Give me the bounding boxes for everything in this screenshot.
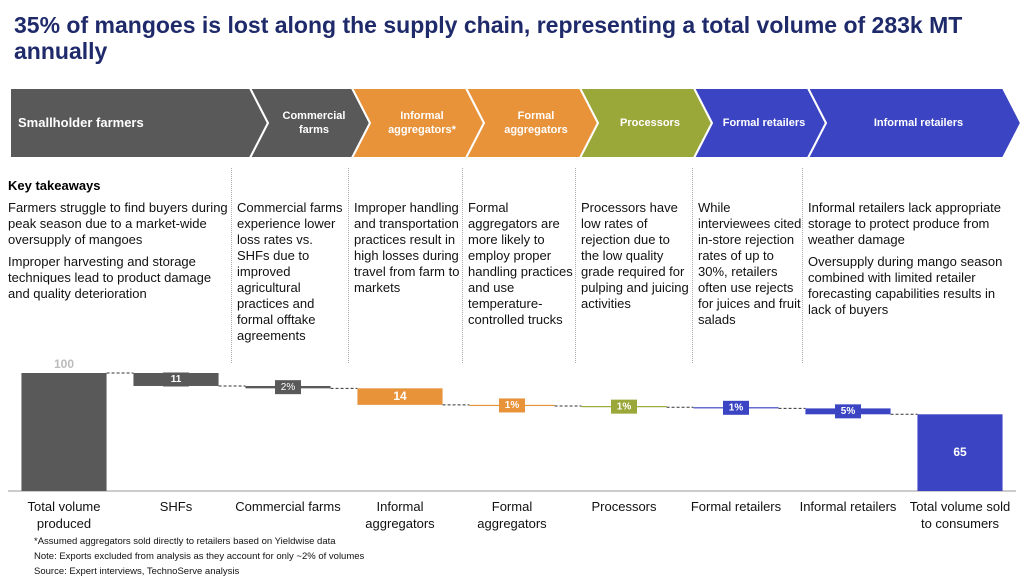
stage-label: Formal aggregators bbox=[504, 110, 568, 136]
value-label: 1% bbox=[617, 401, 632, 412]
separator bbox=[231, 168, 232, 363]
takeaway-column: Informal retailers lack appropriate stor… bbox=[808, 200, 1008, 324]
stage-label: Commercial farms bbox=[282, 110, 346, 136]
separator bbox=[348, 168, 349, 363]
value-label: 1% bbox=[505, 400, 520, 411]
takeaway-column: Commercial farms experience lower loss r… bbox=[237, 200, 347, 350]
stage-label: Informal retailers bbox=[873, 117, 964, 129]
takeaway-column: Improper handling and transportation pra… bbox=[354, 200, 462, 302]
takeaway-text: Oversupply during mango season combined … bbox=[808, 254, 1003, 317]
takeaway-text: Formal aggregators are more likely to em… bbox=[468, 200, 573, 327]
x-tick-label: Formal aggregators bbox=[477, 499, 547, 531]
x-tick-label: Informal aggregators bbox=[365, 499, 435, 531]
value-label: 5% bbox=[841, 406, 856, 417]
label-badge bbox=[723, 400, 749, 415]
takeaway-text: While interviewees cited in-store reject… bbox=[698, 200, 802, 327]
bar bbox=[917, 414, 1003, 491]
value-label: 11 bbox=[171, 374, 182, 385]
takeaway-text: Informal retailers lack appropriate stor… bbox=[808, 200, 1001, 247]
x-tick-label: Total volume sold to consumers bbox=[909, 499, 1011, 531]
separator bbox=[692, 168, 693, 363]
separator bbox=[462, 168, 463, 363]
stage-label: Informal aggregators* bbox=[388, 110, 456, 136]
footnote: Note: Exports excluded from analysis as … bbox=[34, 551, 365, 562]
bar bbox=[357, 388, 443, 405]
takeaway-text: Commercial farms experience lower loss r… bbox=[237, 200, 343, 343]
stage-label: Formal retailers bbox=[722, 117, 806, 129]
value-label: 2% bbox=[281, 382, 296, 393]
separator bbox=[575, 168, 576, 363]
stage-label: Processors bbox=[620, 117, 680, 129]
x-tick-label: Informal retailers bbox=[799, 499, 897, 514]
takeaway-text: Improper handling and transportation pra… bbox=[354, 200, 460, 295]
takeaway-column: Formal aggregators are more likely to em… bbox=[468, 200, 576, 334]
takeaways-heading: Key takeaways bbox=[8, 178, 101, 193]
takeaway-text: Farmers struggle to find buyers during p… bbox=[8, 200, 228, 247]
label-badge bbox=[163, 372, 189, 387]
x-tick-label: Processors bbox=[591, 499, 657, 514]
title: 35% of mangoes is lost along the supply … bbox=[14, 12, 963, 64]
separator bbox=[802, 168, 803, 363]
x-tick-label: Commercial farms bbox=[235, 499, 341, 514]
takeaway-column: Farmers struggle to find buyers during p… bbox=[8, 200, 230, 308]
x-tick-label: SHFs bbox=[159, 499, 193, 514]
stage-chevron bbox=[806, 87, 1023, 159]
footnote: Source: Expert interviews, TechnoServe a… bbox=[34, 566, 240, 577]
takeaway-column: Processors have low rates of rejection d… bbox=[581, 200, 691, 318]
value-label: 1% bbox=[729, 402, 744, 413]
takeaway-text: Improper harvesting and storage techniqu… bbox=[8, 254, 212, 301]
value-label: 100 bbox=[54, 357, 74, 371]
label-badge bbox=[611, 399, 637, 414]
value-label: 14 bbox=[393, 389, 407, 403]
value-label: 65 bbox=[953, 445, 967, 459]
stage-label: Smallholder farmers bbox=[18, 115, 144, 130]
bar bbox=[21, 373, 107, 491]
x-tick-label: Total volume produced bbox=[27, 499, 101, 531]
footnote: *Assumed aggregators sold directly to re… bbox=[34, 536, 336, 547]
x-tick-label: Formal retailers bbox=[690, 499, 782, 514]
label-badge bbox=[835, 404, 861, 419]
takeaway-text: Processors have low rates of rejection d… bbox=[581, 200, 689, 311]
label-badge bbox=[275, 380, 301, 395]
takeaway-column: While interviewees cited in-store reject… bbox=[698, 200, 803, 334]
label-badge bbox=[499, 398, 525, 413]
